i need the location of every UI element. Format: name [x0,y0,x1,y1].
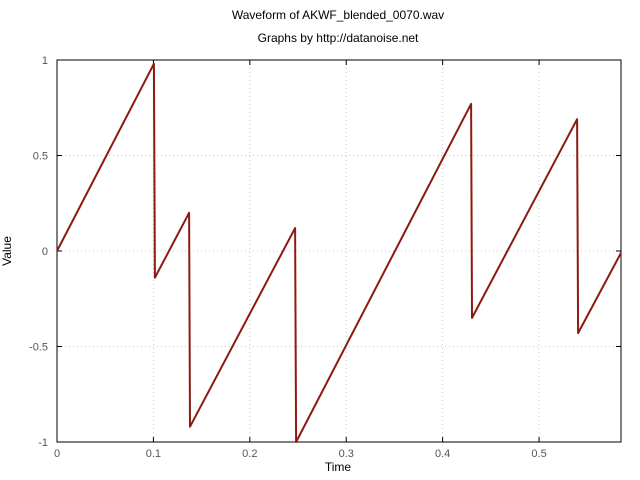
y-tick-label: 0.5 [33,151,48,163]
x-tick-label: 0.1 [146,448,161,460]
x-tick-label: 0.4 [435,448,450,460]
x-tick-label: 0.2 [242,448,257,460]
chart-title: Waveform of AKWF_blended_0070.wav [232,8,444,22]
tick-labels: 0 0.1 0.2 0.3 0.4 0.5 1 0.5 0 -0.5 -1 [29,55,547,460]
x-tick-label: 0 [54,448,60,460]
chart-subtitle: Graphs by http://datanoise.net [258,31,419,45]
y-tick-label: 0 [42,246,48,258]
waveform-series-line [56,62,622,443]
x-tick-label: 0.3 [339,448,354,460]
y-axis-label: Value [0,236,14,266]
x-axis-label: Time [325,460,352,474]
grid-lines [57,60,621,442]
x-tick-label: 0.5 [531,448,546,460]
y-tick-label: -1 [38,437,48,449]
y-tick-label: 1 [42,55,48,67]
y-tick-label: -0.5 [29,342,48,354]
